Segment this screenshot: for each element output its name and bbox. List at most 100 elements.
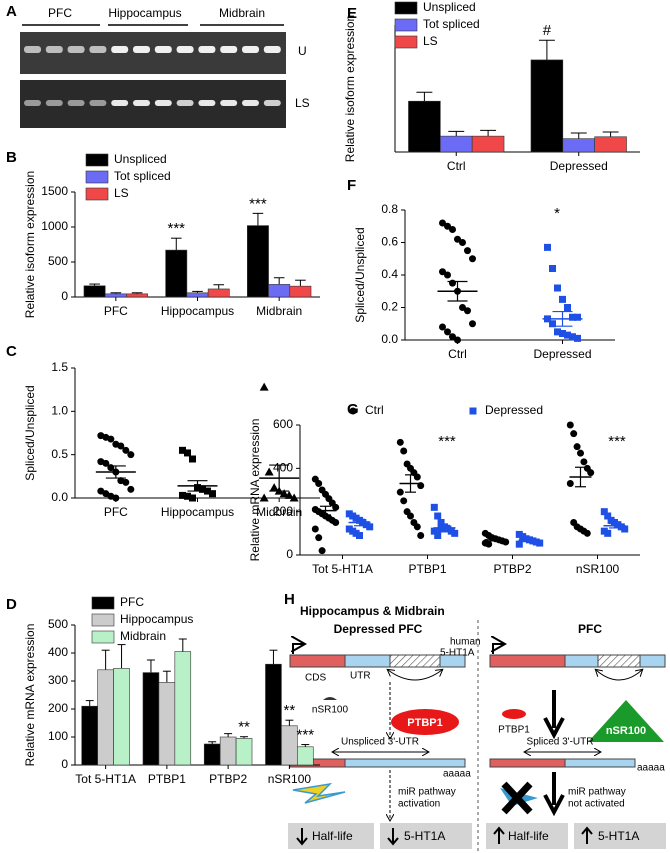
point	[349, 407, 357, 415]
gene-label: 5-HT1A	[440, 648, 475, 659]
bar	[219, 736, 237, 766]
gel-band	[67, 46, 85, 53]
gel-band	[89, 46, 107, 53]
point	[569, 313, 576, 321]
row-label: LS	[295, 96, 310, 110]
point	[264, 467, 274, 476]
legend-swatch	[85, 170, 109, 184]
gel-band	[24, 100, 41, 106]
point	[464, 247, 471, 255]
point	[259, 493, 269, 502]
x-tick-label: Ctrl	[447, 159, 466, 173]
point	[400, 497, 408, 505]
lane-label: PFC	[48, 6, 72, 20]
point	[469, 255, 476, 263]
y-tick-label: 400	[48, 645, 68, 659]
big-arrow	[543, 772, 565, 817]
mrna	[344, 758, 466, 768]
y-tick-label: 0.8	[381, 202, 398, 216]
point	[587, 469, 595, 477]
legend-swatch	[91, 630, 115, 644]
panel-letter: B	[6, 149, 17, 166]
result-box	[380, 823, 472, 849]
mir-label: not activated	[568, 799, 625, 810]
up-arrow	[581, 826, 593, 844]
legend-label: Unspliced	[423, 0, 476, 14]
point	[469, 320, 476, 328]
point	[439, 323, 446, 331]
point	[269, 483, 279, 492]
mrna	[564, 758, 636, 768]
point	[577, 449, 584, 457]
annotation: ***	[168, 220, 186, 237]
promoter	[493, 644, 503, 654]
bar	[471, 135, 505, 153]
y-tick-label: 0.4	[381, 267, 398, 281]
panel-letter: F	[347, 177, 356, 194]
y-tick-label: 1500	[41, 184, 68, 198]
x-tick-label: Midbrain	[256, 304, 302, 318]
gel-band	[198, 100, 216, 106]
utr	[344, 654, 391, 668]
nsr-small	[323, 697, 337, 700]
y-tick-label: 200	[48, 701, 68, 715]
point	[564, 331, 571, 339]
y-tick-label: 200	[273, 504, 293, 518]
mir-label: miR pathway	[568, 787, 626, 798]
point	[430, 527, 438, 535]
x-tick-label: Depressed	[533, 347, 591, 361]
utr	[439, 654, 466, 668]
point	[396, 438, 404, 446]
x-tick-label: nSR100	[576, 562, 620, 576]
bar	[113, 668, 130, 766]
big-arrow	[543, 690, 565, 740]
legend-label: LS	[114, 186, 129, 200]
nsr-label: nSR100	[312, 705, 349, 716]
gel-panel: A PFC Hippocampus Midbrain U LS	[6, 3, 310, 128]
y-tick-label: 0.0	[381, 332, 398, 346]
bar	[247, 225, 269, 298]
panel-letter: A	[6, 3, 17, 20]
gel-band	[111, 46, 129, 53]
mrna	[489, 758, 566, 768]
point	[437, 519, 445, 526]
x-tick-label: PTBP1	[408, 562, 446, 576]
panel-letter: C	[6, 343, 17, 360]
bar	[235, 738, 253, 766]
x-tick-label: PTBP2	[493, 562, 531, 576]
point	[549, 320, 556, 328]
side-title: PFC	[578, 622, 602, 636]
result-label: 5-HT1A	[404, 829, 445, 843]
block-icon	[501, 781, 533, 815]
point	[434, 532, 442, 539]
polya: aaaaa	[443, 769, 471, 780]
y-tick-label: 1000	[41, 219, 68, 233]
gel-band	[176, 46, 194, 53]
point	[464, 307, 471, 315]
point	[469, 407, 477, 415]
bar	[594, 136, 627, 153]
annotation: **	[284, 702, 296, 719]
point	[107, 435, 115, 443]
point	[554, 328, 561, 336]
legend-swatch	[394, 18, 418, 32]
y-tick-label: 100	[48, 729, 68, 743]
gel-band	[263, 46, 281, 53]
legend-label: Tot spliced	[114, 169, 171, 183]
point	[189, 455, 196, 463]
mir-icon	[292, 782, 346, 804]
y-tick-label: 0	[286, 547, 293, 561]
point	[396, 488, 404, 496]
annotation: ***	[297, 727, 315, 744]
diagram-title: Hippocampus & Midbrain	[300, 604, 445, 618]
gel-band	[220, 46, 238, 53]
point	[449, 226, 456, 233]
polya: aaaaa	[637, 763, 665, 774]
legend-label: LS	[423, 34, 438, 48]
cds	[489, 654, 566, 668]
legend-swatch	[91, 613, 115, 627]
point	[122, 478, 130, 486]
ptbp1-label: PTBP1	[498, 725, 530, 736]
gel-band	[111, 100, 129, 106]
bar	[530, 59, 564, 153]
